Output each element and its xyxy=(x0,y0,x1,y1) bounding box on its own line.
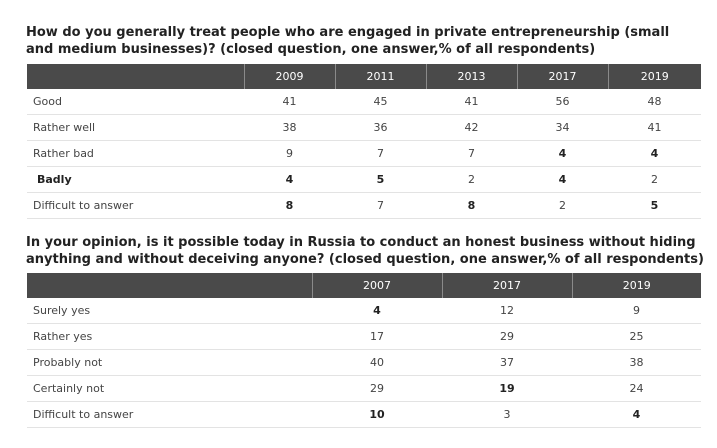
table-cell: 3 xyxy=(442,401,572,428)
table-cell: 37 xyxy=(442,349,572,376)
question-1-title-line-1: How do you generally treat people who ar… xyxy=(26,25,670,40)
table-cell: 24 xyxy=(572,375,701,402)
table-cell: 4 xyxy=(572,401,701,428)
table-cell: 2 xyxy=(608,166,701,193)
table-row: Probably not 40 37 38 xyxy=(27,349,701,376)
row-label: Probably not xyxy=(27,349,312,376)
table-cell: 41 xyxy=(426,89,517,115)
table-cell: 4 xyxy=(608,140,701,167)
table-cell: 4 xyxy=(312,298,442,324)
row-label: Good xyxy=(27,89,244,115)
row-label: Difficult to answer xyxy=(27,401,312,428)
table-cell: 4 xyxy=(517,166,608,193)
row-label: Badly xyxy=(27,166,244,193)
row-label: Certainly not xyxy=(27,375,312,402)
table-cell: 38 xyxy=(244,114,335,141)
table-row: Difficult to answer 8 7 8 2 5 xyxy=(27,192,701,219)
table-cell: 41 xyxy=(608,114,701,141)
table-row: Good 41 45 41 56 48 xyxy=(27,89,701,115)
table-cell: 41 xyxy=(244,89,335,115)
row-label: Surely yes xyxy=(27,298,312,324)
table-cell: 2 xyxy=(517,192,608,219)
row-label: Rather bad xyxy=(27,140,244,167)
column-header-2017: 2017 xyxy=(516,64,608,89)
table-cell: 7 xyxy=(426,140,517,167)
table-cell: 8 xyxy=(426,192,517,219)
question-2-title: In your opinion, is it possible today in… xyxy=(26,234,716,268)
table-cell: 42 xyxy=(426,114,517,141)
table-cell: 4 xyxy=(517,140,608,167)
table-cell: 36 xyxy=(335,114,426,141)
honest-business-table: 2007 2017 2019 Surely yes 4 12 9 Rather … xyxy=(27,273,701,428)
table-row: Surely yes 4 12 9 xyxy=(27,298,701,324)
question-2-title-line-1: In your opinion, is it possible today in… xyxy=(26,235,696,250)
table-row: Certainly not 29 19 24 xyxy=(27,375,701,402)
table-cell: 25 xyxy=(572,323,701,350)
table-cell: 38 xyxy=(572,349,701,376)
table-cell: 17 xyxy=(312,323,442,350)
table-header-row: 2007 2017 2019 xyxy=(27,273,701,298)
table-row: Rather well 38 36 42 34 41 xyxy=(27,114,701,141)
column-header-2019: 2019 xyxy=(607,64,701,89)
table-row: Difficult to answer 10 3 4 xyxy=(27,401,701,428)
table-row: Badly 4 5 2 4 2 xyxy=(27,166,701,193)
table-cell: 29 xyxy=(312,375,442,402)
attitude-table: 2009 2011 2013 2017 2019 Good 41 45 41 5… xyxy=(27,64,701,219)
table-cell: 29 xyxy=(442,323,572,350)
table-header-row: 2009 2011 2013 2017 2019 xyxy=(27,64,701,89)
table-cell: 9 xyxy=(244,140,335,167)
column-header-label xyxy=(27,64,244,89)
question-1-title-line-2: and medium businesses)? (closed question… xyxy=(26,42,596,57)
column-header-2017: 2017 xyxy=(441,273,572,298)
table-row: Rather bad 9 7 7 4 4 xyxy=(27,140,701,167)
table-cell: 48 xyxy=(608,89,701,115)
row-label: Rather well xyxy=(27,114,244,141)
table-cell: 40 xyxy=(312,349,442,376)
table-cell: 45 xyxy=(335,89,426,115)
table-cell: 4 xyxy=(244,166,335,193)
question-2-title-line-2: anything and without deceiving anyone? (… xyxy=(26,252,704,267)
table-cell: 9 xyxy=(572,298,701,324)
row-label: Rather yes xyxy=(27,323,312,350)
column-header-2011: 2011 xyxy=(334,64,426,89)
table-cell: 2 xyxy=(426,166,517,193)
column-header-label xyxy=(27,273,312,298)
table-cell: 10 xyxy=(312,401,442,428)
table-cell: 12 xyxy=(442,298,572,324)
table-cell: 7 xyxy=(335,192,426,219)
table-cell: 56 xyxy=(517,89,608,115)
table-cell: 7 xyxy=(335,140,426,167)
column-header-2007: 2007 xyxy=(311,273,442,298)
table-cell: 5 xyxy=(608,192,701,219)
column-header-2019: 2019 xyxy=(571,273,701,298)
column-header-2009: 2009 xyxy=(243,64,335,89)
table-cell: 19 xyxy=(442,375,572,402)
table-row: Rather yes 17 29 25 xyxy=(27,323,701,350)
table-cell: 8 xyxy=(244,192,335,219)
table-cell: 34 xyxy=(517,114,608,141)
question-1-title: How do you generally treat people who ar… xyxy=(26,24,716,58)
column-header-2013: 2013 xyxy=(425,64,517,89)
table-cell: 5 xyxy=(335,166,426,193)
row-label: Difficult to answer xyxy=(27,192,244,219)
